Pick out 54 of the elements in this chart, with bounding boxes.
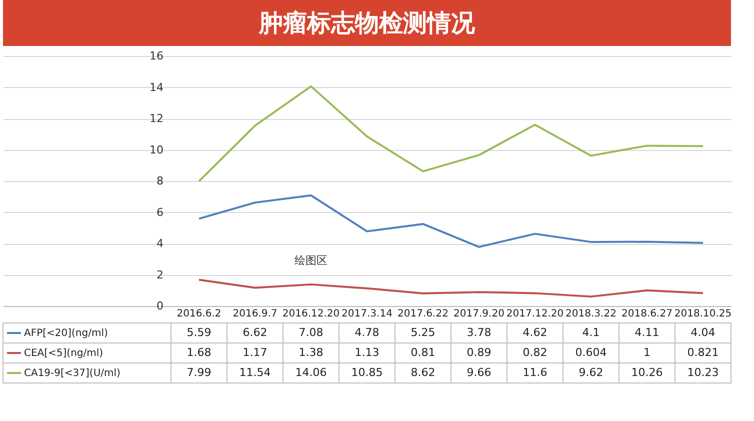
x-tick-label: 2016.6.2	[176, 308, 222, 320]
data-label: 8.62	[410, 366, 436, 379]
data-label: 3.78	[466, 326, 492, 339]
y-tick-label: 0	[156, 300, 164, 312]
data-label: 0.81	[410, 346, 436, 359]
data-label: 11.54	[239, 366, 271, 379]
data-label: 1.13	[354, 346, 380, 359]
annotation: 绘图区	[294, 254, 328, 267]
legend-label: AFP[<20](ng/ml)	[24, 328, 108, 339]
x-tick-label: 2018.3.22	[566, 308, 616, 320]
y-tick-label: 8	[156, 174, 164, 188]
x-tick-label: 2016.12.20	[282, 308, 340, 320]
y-tick-label: 14	[150, 80, 164, 94]
data-label: 1.17	[242, 346, 268, 359]
data-label: 9.66	[466, 366, 492, 379]
data-label: 10.85	[351, 366, 383, 379]
x-tick-label: 2017.12.20	[506, 308, 564, 320]
x-tick-label: 2016.9.7	[232, 308, 278, 320]
legend-label: CA19-9[<37](U/ml)	[24, 368, 121, 379]
data-label: 7.08	[298, 326, 324, 339]
data-label: 4.78	[354, 326, 380, 339]
data-label: 0.604	[575, 346, 607, 359]
x-tick-label: 2018.6.27	[622, 308, 672, 320]
data-label: 0.89	[466, 346, 492, 359]
y-tick-label: 12	[150, 112, 164, 125]
data-label: 11.6	[522, 366, 548, 379]
data-label: 4.62	[522, 326, 548, 339]
data-label: 5.25	[410, 326, 436, 339]
data-label: 1	[644, 346, 650, 359]
data-label: 0.821	[687, 346, 719, 359]
data-label: 10.26	[631, 366, 663, 379]
y-tick-label: 10	[150, 143, 164, 156]
data-label: 7.99	[186, 366, 212, 379]
data-label: 1.68	[186, 346, 212, 359]
chart-title: 肿瘤标志物检测情况	[258, 9, 476, 37]
data-label: 4.11	[634, 326, 660, 339]
x-tick-label: 2017.6.22	[398, 308, 448, 320]
x-tick-label: 2017.3.14	[342, 308, 392, 320]
legend-label: CEA[<5](ng/ml)	[24, 348, 104, 359]
y-tick-label: 2	[156, 268, 164, 282]
data-label: 1.38	[298, 346, 324, 359]
data-label: 14.06	[295, 366, 327, 379]
data-label: 10.23	[687, 366, 719, 379]
data-label: 6.62	[242, 326, 268, 339]
data-label: 9.62	[578, 366, 604, 379]
data-label: 5.59	[186, 326, 212, 339]
data-label: 0.82	[522, 346, 548, 359]
data-label: 4.04	[690, 326, 716, 339]
x-tick-label: 2017.9.20	[454, 308, 504, 320]
x-tick-label: 2018.10.25	[674, 308, 732, 320]
y-tick-label: 4	[156, 237, 164, 250]
data-label: 4.1	[582, 326, 600, 339]
y-tick-label: 16	[150, 50, 164, 62]
y-tick-label: 6	[156, 206, 164, 219]
